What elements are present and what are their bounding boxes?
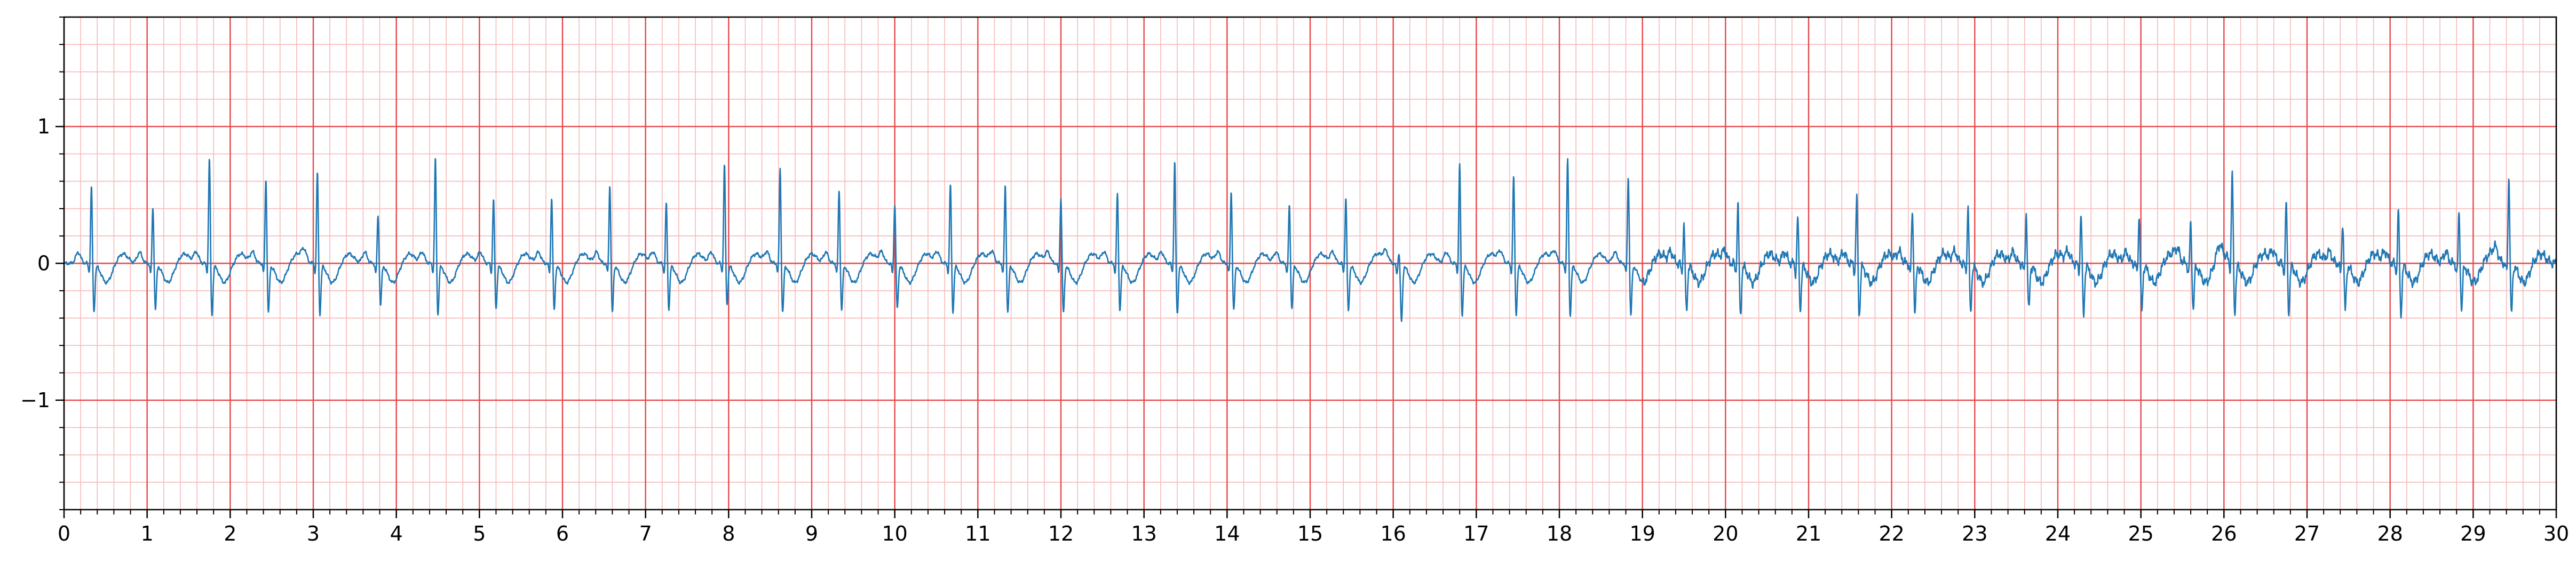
x-tick-label: 10 <box>882 522 907 545</box>
x-tick-label: 12 <box>1048 522 1074 545</box>
x-tick-label: 4 <box>390 522 403 545</box>
y-tick-label: 1 <box>37 115 50 138</box>
x-tick-label: 21 <box>1796 522 1821 545</box>
x-tick-label: 20 <box>1713 522 1738 545</box>
x-tick-label: 0 <box>58 522 70 545</box>
y-axis-ticks: −1 0 1 <box>20 17 64 510</box>
x-tick-label: 5 <box>473 522 486 545</box>
ecg-line <box>63 158 2557 322</box>
ecg-series <box>63 158 2557 322</box>
x-tick-label: 19 <box>1629 522 1655 545</box>
y-tick-label: −1 <box>20 388 50 412</box>
x-tick-label: 7 <box>639 522 652 545</box>
x-tick-label: 9 <box>805 522 818 545</box>
x-axis-ticks: 0 1 2 3 4 5 6 7 8 9 10 11 12 13 14 15 16 17 18 19 20 21 22 23 24… <box>58 510 2569 545</box>
x-tick-label: 1 <box>141 522 154 545</box>
x-tick-label: 6 <box>556 522 569 545</box>
x-tick-label: 17 <box>1463 522 1489 545</box>
x-tick-label: 3 <box>307 522 320 545</box>
x-tick-label: 26 <box>2211 522 2237 545</box>
x-tick-label: 15 <box>1297 522 1323 545</box>
y-tick-label: 0 <box>37 252 50 275</box>
x-tick-label: 14 <box>1214 522 1240 545</box>
x-tick-label: 24 <box>2045 522 2071 545</box>
x-tick-label: 2 <box>224 522 236 545</box>
x-tick-label: 23 <box>1962 522 1987 545</box>
x-tick-label: 8 <box>722 522 735 545</box>
x-tick-label: 22 <box>1879 522 1904 545</box>
x-tick-label: 30 <box>2543 522 2569 545</box>
x-tick-label: 13 <box>1131 522 1156 545</box>
x-tick-label: 16 <box>1380 522 1406 545</box>
x-tick-label: 28 <box>2377 522 2403 545</box>
x-tick-label: 18 <box>1547 522 1572 545</box>
x-tick-label: 29 <box>2460 522 2486 545</box>
x-tick-label: 11 <box>965 522 990 545</box>
x-tick-label: 25 <box>2128 522 2153 545</box>
x-tick-label: 27 <box>2294 522 2320 545</box>
